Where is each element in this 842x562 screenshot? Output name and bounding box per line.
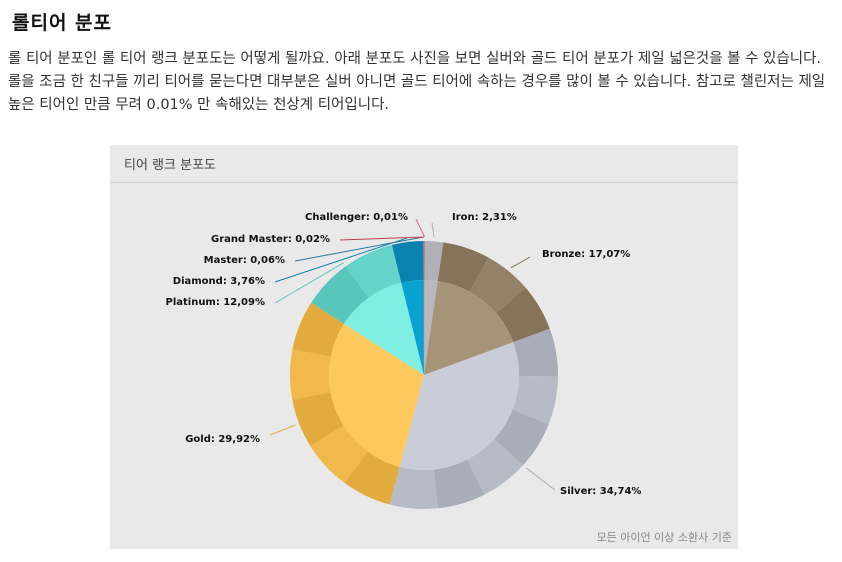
pie-outer-segment-platinum[interactable]	[311, 266, 369, 324]
pie-label-iron: Iron: 2,31%	[452, 212, 517, 223]
pie-slice-gold[interactable]	[328, 323, 424, 467]
pie-label-silver: Silver: 34,74%	[560, 486, 641, 497]
pie-leader-line-challenger	[415, 218, 426, 238]
pie-slice-bronze[interactable]	[424, 280, 514, 375]
pie-outer-segment-silver[interactable]	[494, 409, 549, 466]
pie-leader-line-diamond	[274, 237, 408, 283]
pie-outer-segment-silver[interactable]	[513, 328, 558, 377]
pie-outer-segment-challenger[interactable]	[424, 241, 425, 281]
pie-slice-master[interactable]	[423, 280, 424, 375]
page-heading: 롤티어 분포	[12, 12, 113, 34]
pie-outer-segment-gold[interactable]	[344, 451, 400, 505]
pie-outer-segment-silver[interactable]	[433, 459, 485, 509]
tier-pie-chart: Iron: 2,31% Bronze: 17,07% Silver: 34,74% G…	[165, 212, 641, 509]
pie-leader-line-iron	[431, 222, 435, 238]
pie-slice-challenger[interactable]	[424, 280, 425, 375]
pie-label-master: Master: 0,06%	[204, 255, 285, 266]
pie-label-platinum: Platinum: 12,09%	[165, 297, 265, 308]
pie-slice-iron[interactable]	[424, 280, 438, 375]
pie-outer-segment-silver[interactable]	[512, 376, 558, 425]
pie-outer-segment-bronze[interactable]	[469, 257, 526, 314]
pie-leader-line-bronze	[510, 256, 531, 269]
pie-outer-segment-diamond[interactable]	[391, 241, 424, 283]
pie-outer-segment-bronze[interactable]	[496, 287, 550, 343]
pie-outer-segment-gold[interactable]	[290, 349, 331, 400]
pie-outer-segment-gold[interactable]	[292, 392, 344, 447]
pie-outer-segment-bronze[interactable]	[437, 242, 489, 292]
pie-slice-diamond[interactable]	[401, 280, 424, 375]
pie-label-diamond: Diamond: 3,76%	[173, 276, 265, 287]
pie-outer-segment-grand-master[interactable]	[423, 241, 425, 281]
pie-outer-segment-master[interactable]	[423, 241, 424, 281]
pie-leader-line-platinum	[274, 262, 344, 304]
pie-label-grand-master: Grand Master: 0,02%	[211, 234, 330, 245]
pie-outer-segment-silver[interactable]	[389, 466, 438, 509]
pie-slice-silver[interactable]	[399, 342, 519, 470]
chart-card: 티어 랭크 분포도 Iron: 2,31% Bronze: 17,07% Silve…	[110, 145, 738, 549]
pie-outer-segment-iron[interactable]	[424, 241, 444, 281]
pie-outer-segment-platinum[interactable]	[345, 244, 402, 298]
pie-label-challenger: Challenger: 0,01%	[305, 212, 408, 223]
pie-leader-line-gold	[269, 424, 296, 436]
pie-label-gold: Gold: 29,92%	[185, 434, 260, 445]
chart-card-title: 티어 랭크 분포도	[110, 145, 738, 183]
pie-outer-segment-gold[interactable]	[310, 425, 368, 483]
intro-paragraph: 롤 티어 분포인 롤 티어 랭크 분포도는 어떻게 될까요. 아래 분포도 사진…	[8, 51, 826, 113]
pie-leader-line-grand-master	[339, 236, 425, 241]
pie-label-bronze: Bronze: 17,07%	[542, 249, 630, 260]
chart-footnote: 모든 아이언 이상 소환사 기준	[596, 531, 732, 544]
pie-outer-segment-silver[interactable]	[466, 438, 524, 495]
pie-leader-line-silver	[525, 467, 556, 491]
pie-slice-platinum[interactable]	[343, 282, 424, 375]
pie-outer-segment-gold[interactable]	[292, 302, 344, 357]
pie-leader-line-master	[294, 236, 424, 262]
